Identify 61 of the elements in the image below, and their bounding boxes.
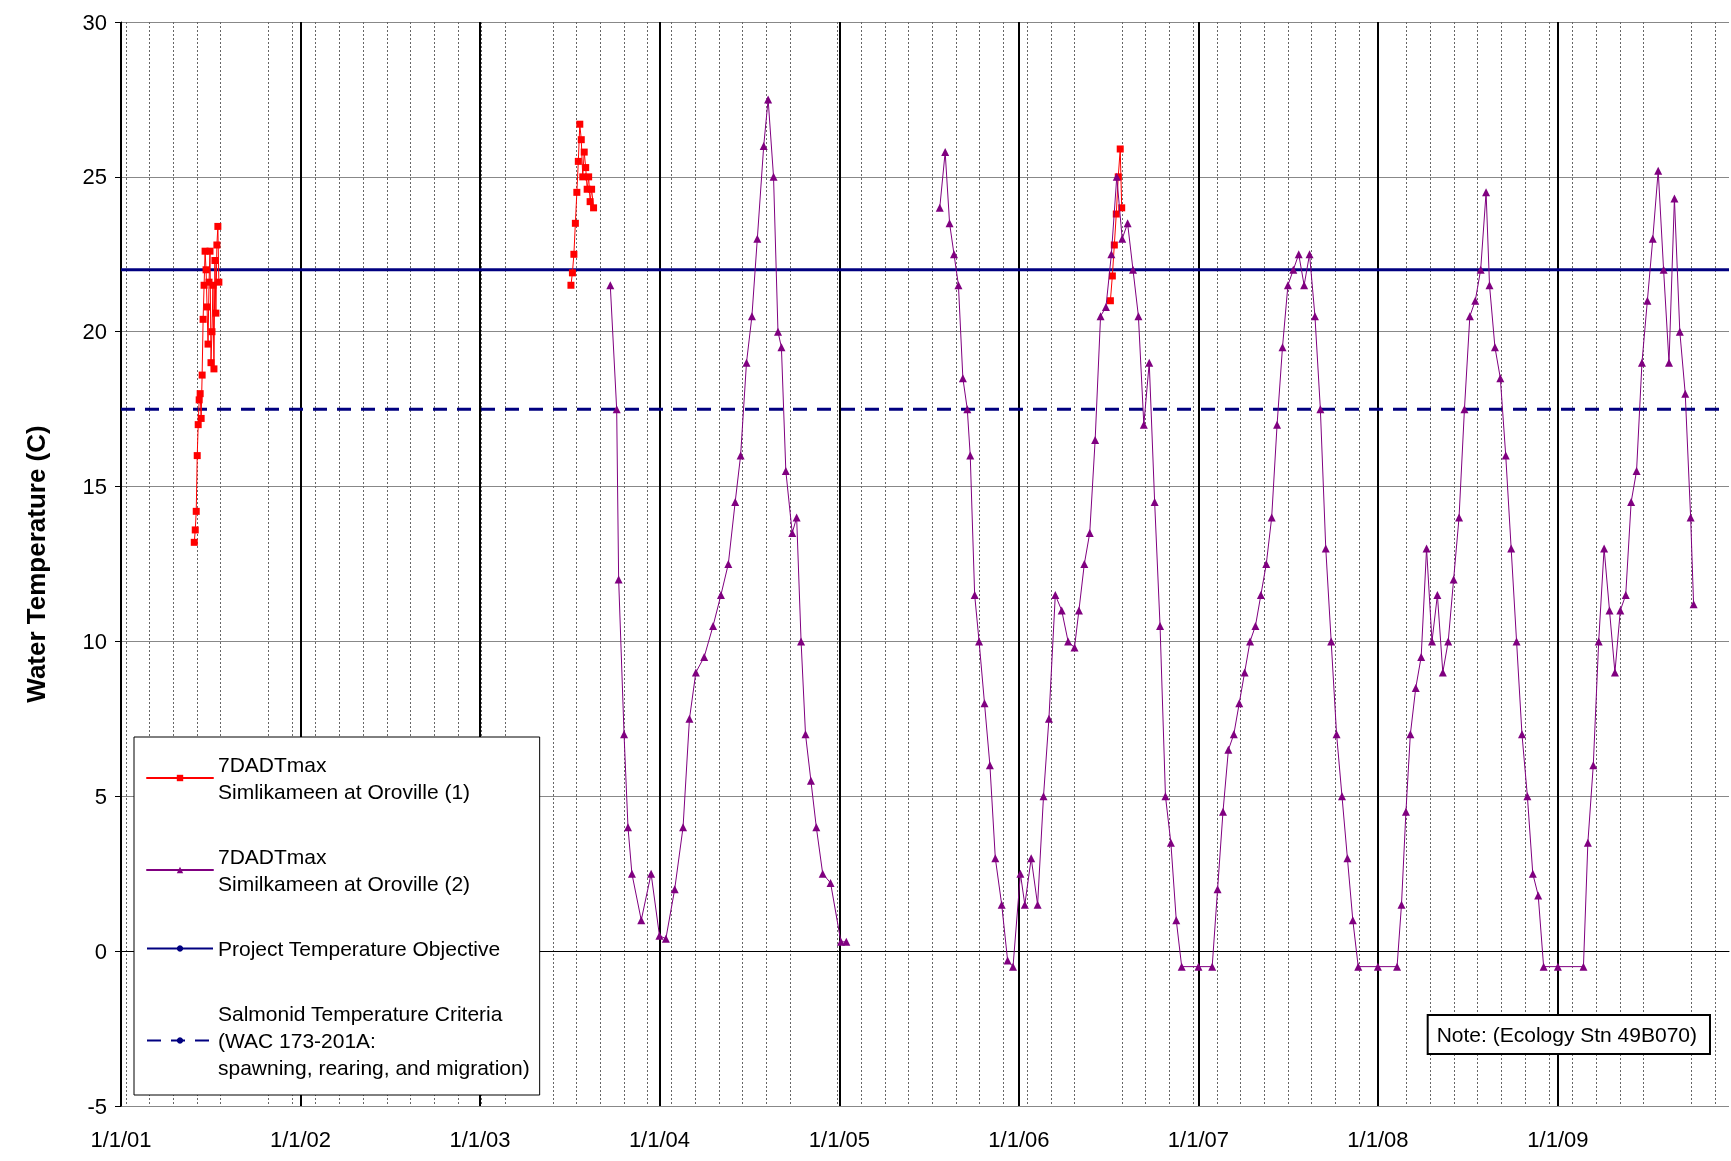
point	[197, 414, 205, 422]
point	[193, 452, 201, 460]
y-tick-label: 5	[94, 783, 107, 809]
point	[582, 164, 590, 172]
point	[585, 173, 593, 181]
point	[206, 247, 214, 255]
x-tick-label: 1/1/03	[449, 1126, 511, 1152]
point	[580, 148, 588, 156]
x-tick-label: 1/1/06	[988, 1126, 1050, 1152]
y-tick-label: 20	[82, 319, 107, 345]
legend-label: 7DADTmax Similkameen at Oroville (2)	[218, 845, 471, 895]
x-tick-label: 1/1/08	[1347, 1126, 1409, 1152]
y-axis-title: Water Temperature (C)	[21, 425, 51, 703]
point	[568, 269, 576, 277]
point	[202, 266, 210, 274]
x-tick-label: 1/1/07	[1167, 1126, 1229, 1152]
point	[190, 538, 198, 546]
legend-label: 7DADTmax Simlikameen at Oroville (1)	[218, 753, 471, 803]
y-tick-label: 25	[82, 164, 107, 190]
point	[203, 303, 211, 311]
point	[208, 328, 216, 336]
point	[570, 250, 578, 258]
point	[213, 241, 221, 249]
point	[586, 198, 594, 206]
x-tick-label: 1/1/05	[808, 1126, 871, 1152]
legend-label: Salmonid Temperature Criteria (WAC 173-201A: spawning, rearing, and migration)	[218, 1002, 530, 1079]
point	[588, 185, 596, 193]
legend-label: Project Temperature Objective	[218, 937, 501, 960]
point	[194, 421, 202, 429]
point	[574, 157, 582, 165]
x-tick-label: 1/1/01	[90, 1126, 152, 1152]
point	[207, 359, 215, 367]
point	[196, 390, 204, 398]
x-tick-label: 1/1/02	[269, 1126, 332, 1152]
point	[192, 507, 200, 515]
point	[1106, 297, 1114, 305]
point	[1116, 145, 1124, 153]
point	[573, 188, 581, 196]
point	[210, 365, 218, 373]
point	[209, 281, 217, 289]
point	[576, 120, 584, 128]
y-tick-label: 0	[94, 938, 107, 964]
point	[191, 526, 199, 534]
point	[571, 219, 579, 227]
y-tick-label: 10	[82, 628, 107, 654]
point	[567, 281, 575, 289]
point	[577, 136, 585, 144]
x-tick-label: 1/1/04	[628, 1126, 691, 1152]
y-tick-label: 30	[82, 9, 107, 35]
point	[212, 309, 220, 317]
point	[199, 315, 207, 323]
point	[204, 340, 212, 348]
x-tick-label: 1/1/09	[1527, 1126, 1589, 1152]
point	[215, 278, 223, 286]
annotation: Note: (Ecology Stn 49B070)	[1436, 1023, 1698, 1046]
y-tick-label: -5	[87, 1093, 107, 1119]
point	[590, 204, 598, 212]
y-tick-label: 15	[82, 474, 107, 500]
point	[214, 222, 222, 230]
point	[211, 256, 219, 264]
point	[198, 371, 206, 379]
